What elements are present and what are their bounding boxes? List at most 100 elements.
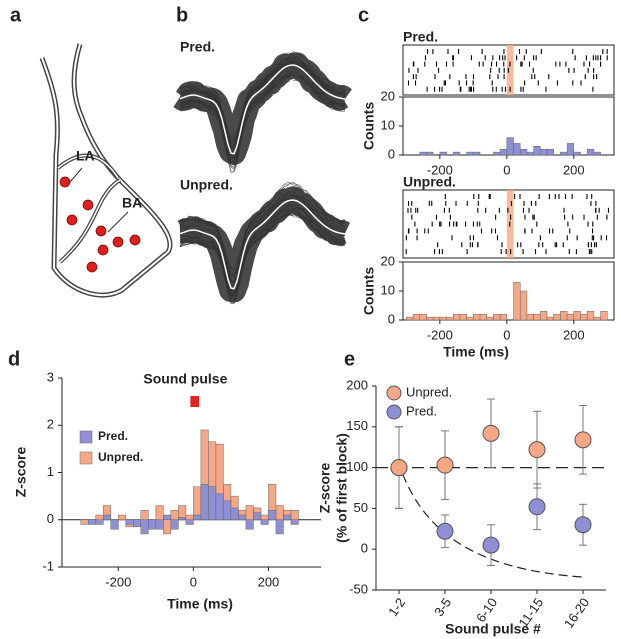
bar — [566, 313, 575, 321]
point — [390, 459, 408, 477]
bar — [260, 514, 269, 521]
bar — [573, 311, 581, 321]
bar — [419, 151, 427, 156]
waveform-trace — [179, 70, 346, 169]
waveform-trace — [179, 51, 346, 144]
region-label: BA — [122, 195, 142, 211]
bar — [526, 151, 534, 156]
bar — [473, 313, 481, 321]
point — [482, 536, 500, 554]
bar — [533, 313, 541, 321]
waveform-trace — [179, 214, 346, 294]
bar — [459, 313, 467, 321]
y-tick-label: 20 — [381, 253, 395, 268]
bar — [268, 510, 277, 520]
x-axis-label: Time (ms) — [443, 344, 509, 360]
bar — [170, 519, 179, 530]
waveform-mean — [179, 199, 346, 290]
bar — [499, 313, 508, 321]
y-tick-label: 2 — [47, 417, 54, 432]
bar — [479, 313, 487, 321]
y-tick-label: 10 — [381, 282, 395, 297]
bar — [193, 514, 202, 521]
waveform-trace — [179, 205, 346, 293]
legend-label: Unpred. — [98, 450, 143, 464]
x-tick-label: 0 — [503, 162, 510, 177]
fit-curve — [397, 460, 583, 578]
bar — [593, 316, 601, 321]
bar — [526, 313, 534, 321]
bar — [432, 316, 441, 321]
bar — [506, 137, 514, 156]
bar — [493, 313, 501, 321]
bar — [519, 148, 528, 156]
x-tick-label: 0 — [503, 327, 510, 342]
bar — [95, 519, 104, 525]
bar — [163, 519, 172, 535]
x-tick-label: 1-2 — [385, 595, 408, 619]
bar — [519, 290, 528, 321]
x-tick-label: -200 — [427, 162, 453, 177]
point — [436, 522, 454, 540]
bar — [245, 519, 254, 530]
waveform-label: Unpred. — [180, 177, 233, 193]
panel-label: b — [176, 4, 188, 26]
bar — [140, 510, 149, 520]
x-tick-label: -200 — [105, 574, 131, 589]
bar — [275, 519, 284, 535]
bar — [208, 486, 217, 520]
chart-title: Pred. — [403, 29, 438, 45]
bar — [88, 519, 97, 525]
bar — [412, 313, 420, 321]
bar — [170, 510, 179, 520]
waveform-label: Pred. — [180, 39, 215, 55]
bar — [493, 151, 501, 156]
bar — [586, 311, 595, 321]
bar — [118, 514, 127, 521]
legend-label: Pred. — [406, 403, 437, 418]
panel-label: d — [8, 348, 20, 370]
point — [574, 516, 592, 534]
bar — [426, 316, 434, 321]
point — [528, 441, 546, 459]
y-tick-label: 3 — [47, 369, 54, 384]
bar — [419, 313, 427, 321]
x-axis-label: Sound pulse # — [445, 621, 541, 637]
plot-frame — [402, 261, 615, 321]
waveform-trace — [179, 78, 345, 160]
bar — [560, 151, 568, 156]
bar — [103, 514, 112, 521]
waveform-trace — [179, 192, 346, 292]
bar — [238, 514, 247, 521]
waveform-trace — [179, 198, 346, 278]
waveform-trace — [179, 62, 346, 149]
waveform-trace — [179, 208, 346, 296]
bar — [200, 484, 209, 520]
y-tick-label: 10 — [381, 117, 395, 132]
bar — [446, 316, 454, 321]
bar — [533, 146, 541, 156]
bar — [155, 519, 164, 530]
bar — [466, 151, 474, 156]
y-tick-label: 0 — [361, 541, 368, 556]
bar — [178, 517, 187, 521]
bar — [110, 519, 119, 530]
bar — [406, 316, 414, 321]
bar — [513, 282, 521, 321]
legend-swatch — [79, 430, 93, 444]
bar — [95, 514, 104, 521]
y-axis-label: Counts — [361, 267, 377, 315]
bar — [426, 151, 434, 156]
bar — [566, 143, 575, 156]
region-label: LA — [76, 148, 95, 164]
bar — [546, 148, 554, 156]
legend-marker — [386, 385, 402, 401]
bar — [486, 316, 494, 321]
bar — [439, 151, 447, 156]
legend-label: Pred. — [98, 429, 128, 443]
chart-title: Unpred. — [403, 174, 456, 190]
y-tick-label: -1 — [42, 558, 54, 573]
bar — [473, 151, 481, 156]
waveform-trace — [179, 76, 346, 154]
